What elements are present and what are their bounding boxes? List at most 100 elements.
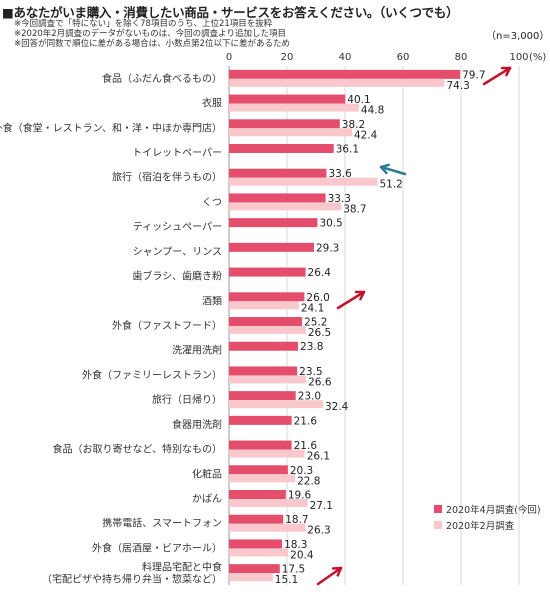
value-label-february: 26.5 (308, 327, 331, 339)
bar-april (229, 218, 318, 228)
bar-february (229, 523, 306, 532)
category-label: トイレットペーパー (132, 147, 222, 159)
legend-label-february: 2020年2月調査 (446, 520, 515, 532)
value-label-february: 38.7 (343, 203, 366, 215)
legend-swatch-april (434, 505, 442, 513)
value-label-april: 30.5 (319, 218, 342, 230)
value-label-april: 33.3 (328, 193, 351, 205)
bar-april (229, 341, 299, 351)
category-label: 洗濯用洗剤 (172, 344, 222, 357)
bar-april (229, 391, 296, 401)
bar-april (229, 317, 303, 326)
arrow-up-icon (316, 566, 343, 586)
value-label-february: 22.8 (297, 475, 320, 487)
value-label-february: 44.8 (361, 105, 384, 117)
value-label-february: 15.1 (275, 574, 298, 586)
category-label: 食品（お取り寄せなど、特別なもの） (53, 443, 223, 456)
bar-february (229, 177, 378, 186)
bar-february (229, 202, 342, 211)
bar-april (229, 440, 292, 450)
category-label: 化粧品 (192, 467, 222, 480)
bar-april (229, 366, 298, 376)
bar-april (229, 94, 346, 104)
category-label: くつ (202, 197, 222, 208)
category-label: 旅行（宿泊を伴うもの） (112, 171, 222, 184)
bar-april (229, 514, 284, 524)
bar-april (229, 539, 283, 549)
value-label-february: 74.3 (446, 80, 469, 92)
category-label: ティッシュペーパー (133, 221, 222, 233)
x-tick-label: 40 (339, 52, 352, 63)
bar-april (229, 144, 334, 153)
bar-april (229, 490, 286, 499)
value-label-april: 40.1 (347, 94, 370, 106)
arrow-head-icon (331, 566, 343, 577)
category-label: 料理品宅配と中食 (142, 561, 222, 574)
bar-april (229, 415, 292, 425)
value-label-february: 26.6 (308, 376, 332, 388)
category-label: かばん (192, 493, 222, 505)
bar-february (229, 375, 307, 384)
bar-april (229, 69, 461, 79)
x-tick-label: 100 (509, 52, 528, 63)
arrow-up-icon (336, 290, 366, 310)
category-label: （宅配ピザや持ち帰り弁当・惣菜など） (42, 573, 222, 586)
bar-april (229, 168, 327, 178)
arrow-head-icon (379, 163, 390, 175)
value-label-april: 23.0 (298, 391, 321, 403)
bar-april (229, 465, 288, 475)
category-label: 外食（ファストフード） (112, 319, 222, 332)
bar-february (229, 301, 299, 310)
value-label-february: 26.3 (307, 525, 330, 537)
category-label: 外食（ファミリーレストラン） (82, 368, 222, 381)
bar-february (229, 400, 323, 409)
value-label-april: 29.3 (316, 242, 339, 254)
value-label-april: 26.0 (306, 292, 329, 304)
category-label: 食器用洗剤 (172, 418, 222, 431)
bar-february (229, 474, 296, 483)
category-label: 歯ブラシ、歯磨き粉 (132, 270, 222, 283)
bar-april (229, 564, 280, 574)
value-label-april: 21.6 (294, 440, 318, 452)
category-label: 携帯電話、スマートフォン (102, 517, 222, 530)
value-label-february: 42.4 (354, 129, 378, 141)
value-label-april: 38.2 (342, 119, 365, 131)
bar-february (229, 78, 445, 87)
category-label: 食品（ふだん食べるもの） (102, 72, 222, 85)
bar-february (229, 548, 289, 557)
value-label-april: 23.8 (300, 341, 323, 353)
arrow-down-icon (379, 165, 407, 176)
value-label-april: 33.6 (328, 168, 352, 180)
x-tick-label: 20 (281, 52, 294, 63)
x-tick-label: 80 (455, 52, 468, 63)
value-label-april: 17.5 (282, 564, 305, 576)
note-line-2: ※2020年2月調査のデータがないものは、今回の調査より追加した項目 (14, 29, 286, 39)
note-line-1: ※今回調査で「特にない」を除く78項目のうち、上位21項目を抜粋 (14, 19, 273, 29)
value-label-february: 27.1 (310, 500, 333, 512)
bar-april (229, 193, 326, 203)
arrow-head-icon (354, 290, 366, 301)
x-unit-label: (%) (529, 52, 546, 63)
bar-april (229, 242, 314, 252)
value-label-february: 20.4 (290, 549, 314, 561)
category-label: 衣服 (202, 97, 222, 110)
value-label-april: 36.1 (336, 144, 359, 156)
value-label-april: 25.2 (304, 317, 327, 329)
bar-february (229, 128, 352, 137)
chart-title: ■あなたがいま購入・消費したい商品・サービスをお答えください。（いくつでも） (2, 5, 459, 20)
value-label-april: 26.4 (308, 267, 332, 279)
value-label-april: 18.7 (285, 514, 308, 526)
bar-february (229, 326, 306, 334)
category-label: シャンプー、リンス (133, 246, 222, 258)
bar-april (229, 292, 305, 302)
bar-february (229, 103, 359, 112)
sample-size: （n=3,000） (486, 31, 550, 42)
value-label-april: 23.5 (299, 366, 322, 378)
arrow-head-icon (500, 66, 512, 77)
value-label-february: 51.2 (379, 179, 402, 191)
value-label-february: 32.4 (325, 401, 349, 413)
bar-april (229, 119, 340, 129)
x-tick-label: 60 (397, 52, 410, 63)
bar-february (229, 499, 308, 507)
